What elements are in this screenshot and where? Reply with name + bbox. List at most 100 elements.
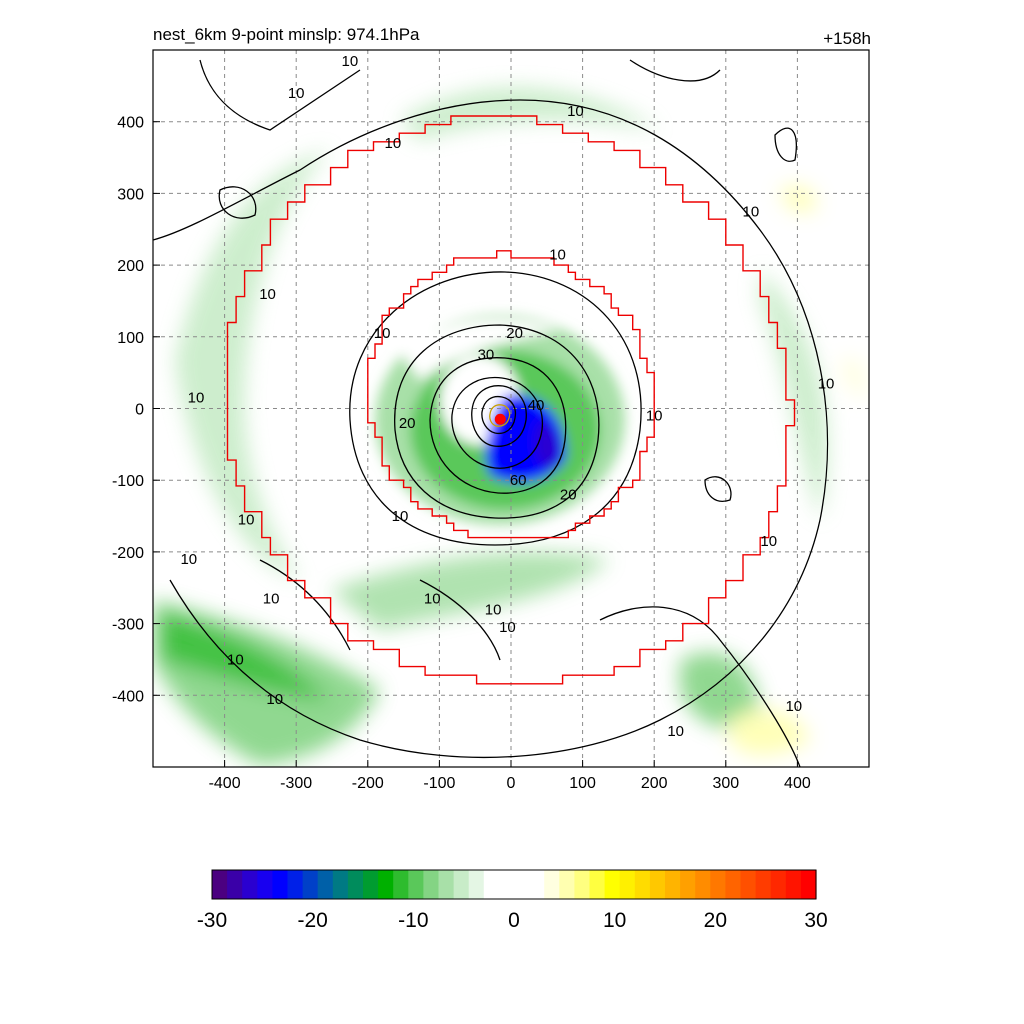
colorbar-cell	[680, 870, 696, 899]
colorbar-cell	[317, 870, 334, 899]
colorbar-frame	[211, 869, 817, 900]
contour-label: 10	[818, 375, 835, 392]
y-tick-label: 300	[117, 186, 144, 203]
y-tick-label: -100	[112, 473, 144, 490]
x-tick-label: 200	[641, 775, 668, 792]
colorbar-cell	[438, 870, 455, 899]
contour-label: 10	[785, 698, 802, 715]
colorbar-cell	[800, 870, 817, 899]
contour-label: 10	[549, 246, 566, 263]
storm-center-marker	[494, 413, 506, 425]
colorbar-cell	[212, 870, 228, 899]
colorbar-tick-label: -30	[197, 909, 227, 932]
y-tick-label: -400	[112, 688, 144, 705]
contour-label: 10	[499, 619, 516, 636]
colorbar-cell	[423, 870, 440, 899]
y-tick-label: -300	[112, 617, 144, 634]
contour-label: 10	[385, 135, 402, 152]
colorbar-cell	[347, 870, 364, 899]
colorbar-cells	[212, 870, 817, 899]
nest-boundaries	[226, 115, 796, 685]
colorbar-cell	[302, 870, 319, 899]
colorbar-cell	[695, 870, 711, 899]
y-tick-label: 0	[135, 402, 144, 419]
colorbar-cell	[498, 870, 515, 899]
colorbar-cell	[770, 870, 787, 899]
forecast-hour-label: +158h	[823, 29, 871, 48]
contour-10-north-east	[629, 59, 721, 82]
colorbar-cell	[665, 870, 681, 899]
colorbar-cell	[604, 870, 621, 899]
colorbar-cell	[468, 870, 485, 899]
contour-label: 10	[180, 551, 197, 568]
nest-boundary-outer	[226, 115, 796, 685]
x-tick-label: -300	[280, 775, 312, 792]
contour-label: 10	[424, 591, 441, 608]
contour-40	[451, 376, 543, 469]
colorbar-cell	[378, 870, 394, 899]
contour-30	[429, 357, 567, 494]
contour-label: 40	[528, 397, 545, 414]
colorbar-cell	[589, 870, 606, 899]
contour-label: 10	[227, 651, 244, 668]
contour-10-inner	[349, 271, 642, 546]
colorbar-cell	[785, 870, 802, 899]
contour-label: 10	[238, 512, 255, 529]
colorbar-cell	[755, 870, 772, 899]
colorbar-cell	[529, 870, 545, 899]
x-tick-label: 0	[507, 775, 516, 792]
x-tick-label: -100	[423, 775, 455, 792]
colorbar-tick-label: 20	[704, 909, 727, 932]
contour-label: 10	[374, 325, 391, 342]
nest-boundary-inner	[367, 250, 655, 539]
contour-label: 20	[399, 415, 416, 432]
moat-arc	[400, 319, 560, 380]
colorbar-cell	[574, 870, 591, 899]
contour-50	[471, 385, 527, 447]
colorbar-tick-labels: -30 -20 -10 0 10 20 30	[197, 909, 828, 932]
colorbar-cell	[287, 870, 304, 899]
contour-10-east-small-ring	[704, 476, 732, 502]
rainband-north	[400, 87, 660, 140]
colorbar-cell	[393, 870, 409, 899]
colorbar-cell	[453, 870, 470, 899]
contour-10-north-west	[199, 59, 361, 131]
positive-patch-east	[780, 186, 816, 212]
contour-label: 10	[646, 408, 663, 425]
contour-label: 10	[743, 203, 760, 220]
contour-10-east-ring	[774, 127, 797, 162]
y-axis: 400 300 200 100 0 -100 -200 -300 -400	[112, 115, 160, 705]
contour-label: 10	[188, 390, 205, 407]
contour-10-southeast	[599, 606, 801, 767]
contour-label: 20	[506, 325, 523, 342]
contour-eye-yellow	[489, 404, 511, 427]
y-tick-label: 200	[117, 258, 144, 275]
y-tick-label: 400	[117, 115, 144, 132]
colorbar-cell	[242, 870, 258, 899]
contour-60	[481, 395, 517, 435]
contour-label: 10	[392, 508, 409, 525]
colorbar-cell	[544, 870, 560, 899]
contour-20	[394, 324, 600, 519]
colorbar-tick-label: 30	[804, 909, 827, 932]
shaded-field	[153, 87, 867, 765]
outer-rainband-west	[175, 150, 330, 580]
x-tick-label: 100	[569, 775, 596, 792]
colorbar-cell	[634, 870, 651, 899]
colorbar-cell	[332, 870, 349, 899]
contour-10-outer	[153, 99, 829, 759]
contour-label: 10	[259, 286, 276, 303]
contour-label: 60	[510, 472, 527, 489]
contour-label: 10	[288, 85, 305, 102]
contour-label: 10	[667, 723, 684, 740]
x-tick-label: 300	[712, 775, 739, 792]
contour-lines	[153, 59, 829, 767]
colorbar-cell	[740, 870, 757, 899]
contour-10-west-ring	[218, 186, 257, 219]
contour-label: 10	[263, 591, 280, 608]
colorbar-cell	[257, 870, 273, 899]
chart-title: nest_6km 9-point minslp: 974.1hPa	[153, 25, 420, 44]
contour-10-south	[419, 579, 501, 661]
colorbar-cell	[483, 870, 500, 899]
